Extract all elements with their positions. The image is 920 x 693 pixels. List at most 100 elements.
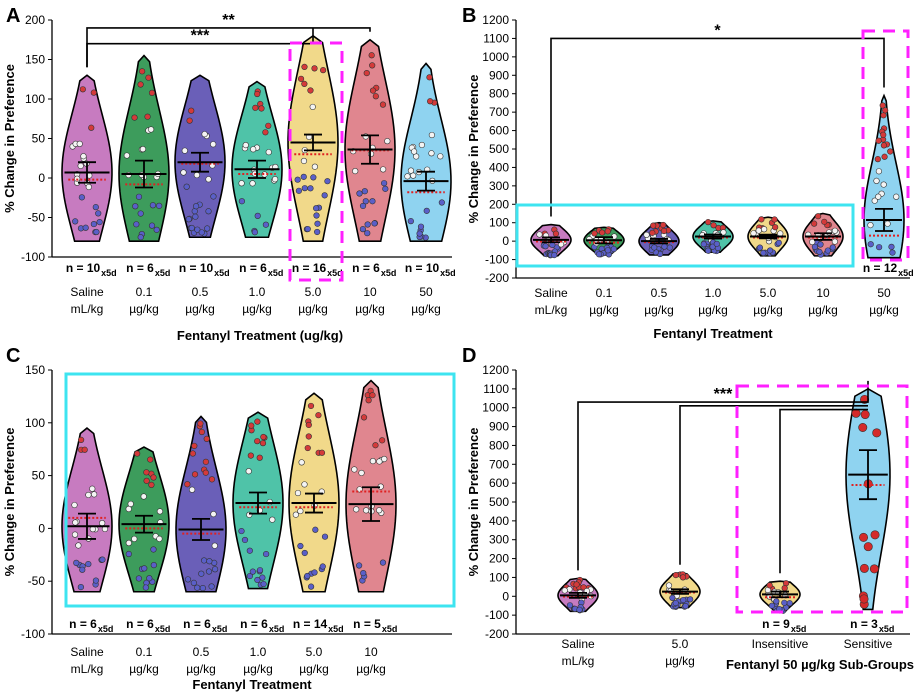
y-tick-label: 0 [38,171,45,185]
data-point [125,539,132,547]
data-point [407,167,415,174]
data-point [249,180,256,187]
n-label-subscript: x5d [898,268,914,278]
x-tick-label: Sensitive [844,637,893,651]
x-tick-label: 5.0 [305,285,322,299]
data-point [146,575,153,582]
data-point [643,231,650,238]
x-tick-label: 1.0 [250,645,267,659]
y-tick-label: 1000 [482,50,509,64]
data-point [669,594,676,601]
data-point [254,418,261,425]
data-point [610,245,617,253]
data-point [310,174,317,181]
data-point [250,146,257,153]
data-point [254,438,261,445]
data-point [369,198,376,205]
y-tick-label: 50 [32,132,46,146]
data-point [381,180,388,187]
violin-body [345,379,397,593]
data-point [142,584,149,591]
data-point [263,550,270,558]
x-tick-label-unit: µg/kg [665,654,695,668]
data-point [300,157,308,165]
data-point [295,187,302,194]
data-point [305,421,312,429]
data-point [251,229,258,236]
data-point [313,205,320,212]
data-point [148,481,155,489]
n-label: n = 12 [863,261,898,275]
data-point [194,226,201,233]
data-point [418,141,426,149]
data-point [145,74,152,81]
y-tick-label: 500 [489,495,509,509]
data-point [881,153,888,160]
n-label: n = 16 [292,261,327,275]
data-point [189,450,196,457]
data-point [859,563,869,573]
data-point [363,507,370,514]
data-point [202,458,209,465]
data-point [775,239,782,246]
data-point [156,535,163,542]
data-point [356,190,363,197]
x-tick-label: 1.0 [705,286,722,300]
data-point [319,563,326,570]
n-label-subscript: x5d [214,268,230,278]
data-point [573,581,580,588]
y-tick-label: 1100 [483,382,509,396]
data-point [203,435,210,443]
y-tick-label: -50 [28,574,46,588]
y-tick-label: -100 [21,250,45,264]
y-tick-label: 800 [489,87,509,101]
data-point [137,210,144,217]
data-point [298,459,305,466]
y-tick-label: 400 [489,514,509,528]
data-point [875,193,882,200]
data-point [781,599,788,606]
significance-bracket-secondary [779,408,868,574]
data-point [256,567,264,574]
n-label: n = 6 [126,261,154,275]
data-point [821,218,828,225]
data-point [875,168,883,175]
n-label: n = 6 [239,261,267,275]
panel-label-d: D [462,345,476,367]
data-point [870,530,880,540]
data-point [672,599,679,607]
data-point [141,565,148,572]
x-tick-label: Saline [561,637,595,651]
violin-body [863,93,905,259]
data-point [77,162,84,170]
data-point [893,193,900,200]
data-point [353,506,360,513]
data-point [147,126,155,133]
data-point [376,507,383,514]
n-label: n = 9 [762,617,790,631]
y-tick-label: 100 [25,416,45,430]
data-point [307,402,315,410]
data-point [880,142,888,149]
y-tick-label: 0 [38,521,45,535]
significance-stars: * [714,22,721,39]
x-tick-label-unit: µg/kg [185,302,215,316]
x-tick-label: 10 [816,286,830,300]
data-point [131,114,138,121]
data-point [150,562,157,569]
data-point [150,474,157,481]
data-point [300,173,307,180]
y-tick-label: 1000 [482,401,509,415]
data-point [254,90,261,98]
data-point [156,508,164,515]
data-point [181,147,188,154]
x-axis-label: Fentanyl Treatment [192,677,312,692]
data-point [78,194,85,201]
data-point [710,222,717,229]
data-point [379,559,387,566]
data-point [192,213,199,220]
data-point [144,113,151,120]
data-point [211,566,219,573]
panel-a-chart: -100 -50 0 50 100 150 200 % Change in Preferenc… [2,12,456,343]
panel-c-chart: -100 -50 0 50 100 150 % Change in Preference Fe… [2,363,452,692]
